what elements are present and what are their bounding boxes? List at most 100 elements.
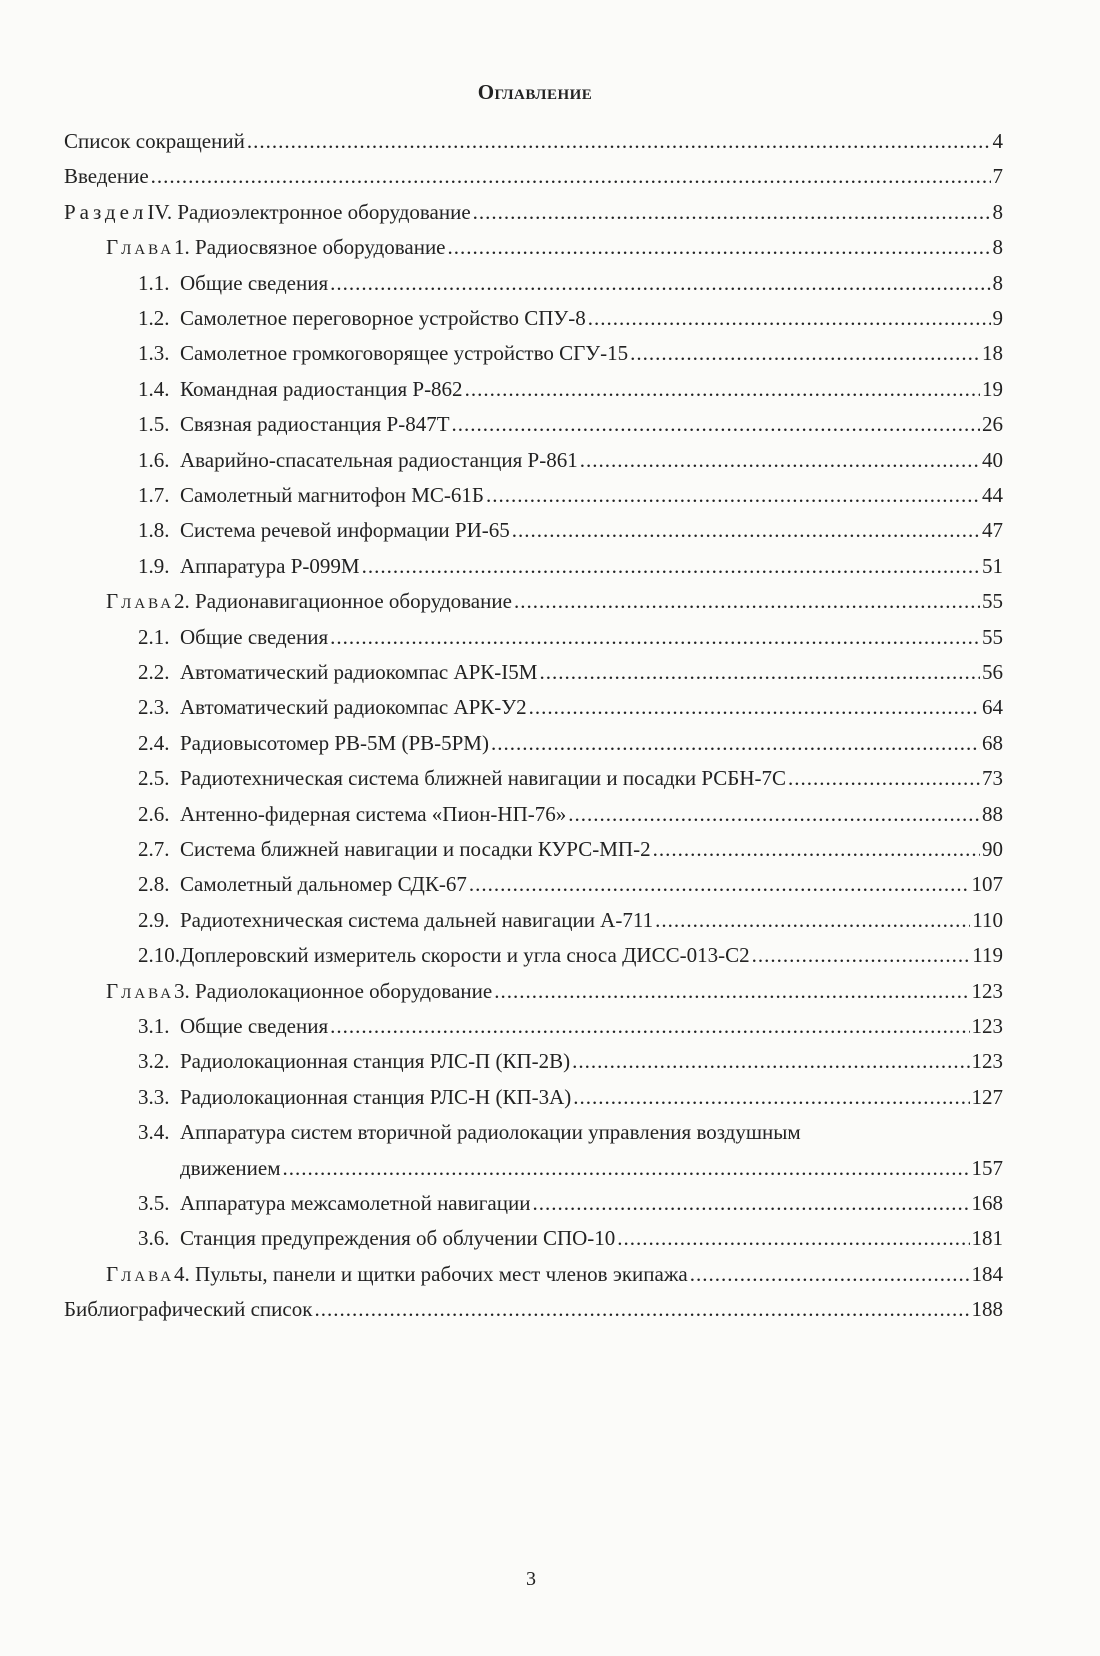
toc-entry[interactable]: Введение 7: [64, 163, 1003, 189]
toc-entry[interactable]: 3.3. Радиолокационная станция РЛС-Н (КП-3…: [138, 1084, 1003, 1110]
toc-entry[interactable]: 1.2. Самолетное переговорное устройство С…: [138, 305, 1003, 331]
entry-number: 2.3.: [138, 695, 170, 720]
dot-leader: [473, 199, 991, 225]
toc-entry[interactable]: 2.5. Радиотехническая система ближней нав…: [138, 765, 1003, 791]
toc-entry[interactable]: 3.2. Радиолокационная станция РЛС-П (КП-2…: [138, 1048, 1003, 1074]
entry-title: 4. Пульты, панели и щитки рабочих мест ч…: [174, 1261, 688, 1286]
entry-title: Радиотехническая система ближней навигац…: [180, 766, 787, 791]
dot-leader: [529, 694, 980, 720]
entry-title: Общие сведения: [180, 1014, 329, 1038]
dot-leader: [653, 836, 980, 862]
toc-entry[interactable]: 2.1. Общие сведения 55: [138, 624, 1003, 650]
dot-leader: [330, 624, 980, 650]
dot-leader: [448, 234, 991, 260]
entry-page: 56: [982, 660, 1003, 684]
entry-number: 2.8.: [138, 872, 170, 897]
entry-page: 40: [982, 447, 1003, 472]
entry-number: 1.7.: [138, 483, 170, 507]
toc-entry[interactable]: Раздел IV. Радиоэлектронное оборудование…: [64, 199, 1003, 225]
toc-entry[interactable]: Глава 2. Радионавигационное оборудование…: [106, 588, 1003, 614]
entry-title: Аварийно-спасательная радиостанция Р-861: [180, 447, 578, 472]
dot-leader: [452, 411, 980, 437]
toc-entry[interactable]: 1.3. Самолетное громкоговорящее устройств…: [138, 340, 1003, 366]
toc-entry[interactable]: 1.6. Аварийно-спасательная радиостанция Р…: [138, 447, 1003, 473]
entry-page: 127: [971, 1084, 1004, 1109]
entry-title: Доплеровский измеритель скорости и угла …: [180, 943, 750, 968]
toc-entry[interactable]: 2.3. Автоматический радиокомпас АРК-У2 64: [138, 694, 1003, 720]
entry-number: 2.4.: [138, 730, 170, 755]
page-number: 3: [526, 1568, 536, 1590]
entry-page: 64: [982, 695, 1003, 720]
toc-entry[interactable]: 3.5. Аппаратура межсамолетной навигации 1…: [138, 1190, 1003, 1216]
dot-leader: [539, 659, 980, 685]
entry-number: 1.6.: [138, 447, 170, 472]
entry-number: 1.1.: [138, 270, 170, 295]
entry-title: Антенно-фидерная система «Пион-НП-76»: [180, 801, 567, 826]
dot-leader: [655, 907, 970, 933]
entry-prefix: Глава: [106, 1261, 175, 1286]
dot-leader: [282, 1155, 969, 1181]
entry-page: 123: [971, 1049, 1004, 1074]
entry-title: 3. Радиолокационное оборудование: [174, 978, 493, 1003]
entry-page: 19: [982, 376, 1003, 401]
entry-title: Радиовысотомер РВ-5М (РВ-5РМ): [180, 730, 489, 755]
entry-number: 1.9.: [138, 553, 170, 578]
toc-entry[interactable]: Глава 3. Радиолокационное оборудование 12…: [106, 978, 1003, 1004]
entry-page: 123: [971, 1014, 1004, 1038]
entry-number: 3.1.: [138, 1014, 170, 1038]
toc-entry[interactable]: 3.1. Общие сведения 123: [138, 1013, 1003, 1039]
dot-leader: [690, 1261, 970, 1287]
entry-page: 4: [992, 129, 1004, 153]
dot-leader: [514, 588, 980, 614]
toc-entry[interactable]: 1.4. Командная радиостанция Р-862 19: [138, 376, 1003, 402]
dot-leader: [512, 517, 980, 543]
entry-number: 3.4.: [138, 1120, 170, 1145]
entry-number: 2.1.: [138, 624, 170, 649]
entry-number: 1.8.: [138, 518, 170, 543]
toc-entry[interactable]: 2.7. Система ближней навигации и посадки …: [138, 836, 1003, 862]
toc-entry[interactable]: 2.2. Автоматический радиокомпас АРК-I5М 5…: [138, 659, 1003, 685]
entry-page: 157: [971, 1155, 1004, 1180]
toc-entry[interactable]: Библиографический список 188: [64, 1296, 1003, 1322]
toc-entry[interactable]: 2.9. Радиотехническая система дальней нав…: [138, 907, 1003, 933]
entry-title: Связная радиостанция Р-847Т: [180, 412, 450, 437]
entry-title: 1. Радиосвязное оборудование: [174, 235, 446, 260]
entry-page: 18: [982, 341, 1003, 366]
entry-page: 90: [982, 837, 1003, 861]
toc-entry[interactable]: 2.10. Доплеровский измеритель скорости и …: [138, 942, 1003, 968]
entry-title: Станция предупреждения об облучении СПО-…: [180, 1226, 616, 1251]
dot-leader: [568, 801, 980, 827]
toc-entry[interactable]: Глава 1. Радиосвязное оборудование 8: [106, 234, 1003, 260]
entry-page: 181: [971, 1226, 1004, 1251]
entry-title: IV. Радиоэлектронное оборудование: [147, 199, 471, 224]
toc-entry[interactable]: Список сокращений 4: [64, 128, 1003, 154]
toc-entry[interactable]: 1.7. Самолетный магнитофон МС-61Б 44: [138, 482, 1003, 508]
dot-leader: [617, 1225, 969, 1251]
entry-page: 73: [982, 766, 1003, 791]
dot-leader: [491, 730, 980, 756]
toc-entry[interactable]: Глава 4. Пульты, панели и щитки рабочих …: [106, 1261, 1003, 1287]
toc-entry[interactable]: 1.8. Система речевой информации РИ-65 47: [138, 517, 1003, 543]
dot-leader: [465, 376, 980, 402]
entry-title: Самолетное переговорное устройство СПУ-8: [180, 306, 586, 330]
entry-title: Общие сведения: [180, 270, 329, 295]
entry-page: 8: [992, 235, 1004, 260]
entry-page: 55: [982, 589, 1003, 614]
toc-entry[interactable]: 3.6. Станция предупреждения об облучении …: [138, 1225, 1003, 1251]
toc-entry[interactable]: 1.5. Связная радиостанция Р-847Т 26: [138, 411, 1003, 437]
dot-leader: [330, 270, 990, 296]
entry-title: Самолетный магнитофон МС-61Б: [180, 483, 484, 507]
dot-leader: [151, 163, 991, 189]
toc-entry[interactable]: 2.4. Радиовысотомер РВ-5М (РВ-5РМ) 68: [138, 730, 1003, 756]
toc-entry[interactable]: 2.8. Самолетный дальномер СДК-67 107: [138, 871, 1003, 897]
entry-page: 8: [992, 270, 1004, 295]
entry-page: 88: [982, 801, 1003, 826]
entry-title: 2. Радионавигационное оборудование: [174, 589, 512, 614]
entry-number: 2.5.: [138, 766, 170, 791]
toc-entry[interactable]: 2.6. Антенно-фидерная система «Пион-НП-76…: [138, 801, 1003, 827]
toc-entry[interactable]: 3.4. Аппаратура систем вторичной радиолок…: [138, 1119, 1003, 1145]
entry-title: Автоматический радиокомпас АРК-I5М: [180, 660, 538, 684]
toc-entry[interactable]: 1.1. Общие сведения 8: [138, 270, 1003, 296]
entry-page: 184: [971, 1261, 1004, 1286]
toc-entry[interactable]: 1.9. Аппаратура Р-099М 51: [138, 553, 1003, 579]
